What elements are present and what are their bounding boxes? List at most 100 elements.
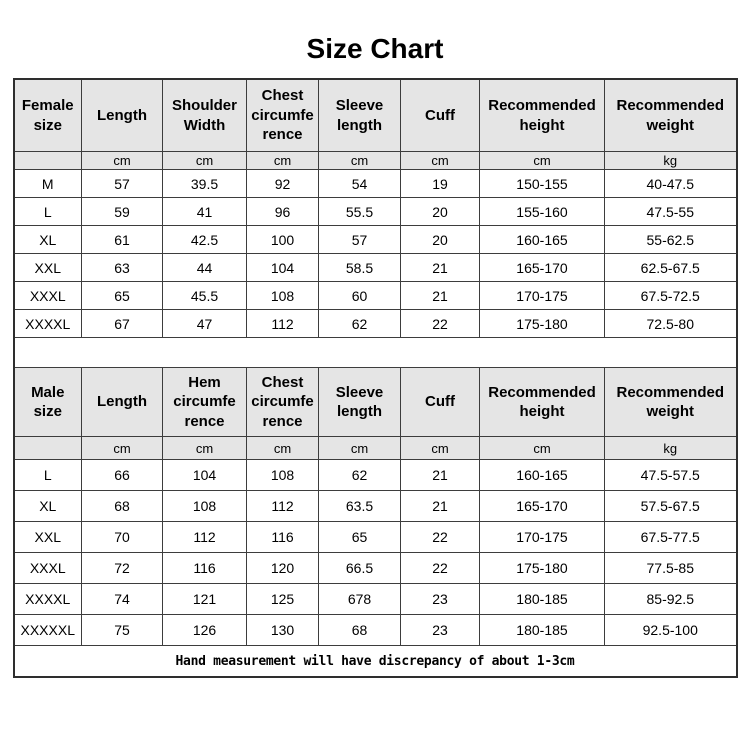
size-label-cell: XXXL	[13, 281, 82, 311]
measurement-cell: 22	[400, 309, 480, 339]
measurement-cell: 45.5	[162, 281, 247, 311]
measurement-cell: 180-185	[479, 583, 605, 616]
measurement-cell: 22	[400, 521, 480, 554]
measurement-cell: 40-47.5	[604, 169, 737, 199]
measurement-cell: 112	[162, 521, 247, 554]
f-header-cell: Female size	[13, 78, 82, 153]
unit-cell: kg	[604, 436, 737, 461]
f-units-row: cm cm cm cm cm cm kg	[13, 151, 737, 171]
size-label-cell: L	[13, 459, 82, 492]
unit-cell: cm	[162, 436, 247, 461]
unit-cell: cm	[479, 436, 605, 461]
measurement-cell: 62	[318, 309, 401, 339]
unit-cell: cm	[400, 436, 480, 461]
unit-cell: cm	[318, 151, 401, 171]
spacer-row	[13, 337, 737, 369]
measurement-cell: 104	[162, 459, 247, 492]
measurement-cell: 20	[400, 225, 480, 255]
measurement-cell: 21	[400, 459, 480, 492]
measurement-cell: 39.5	[162, 169, 247, 199]
page-title: Size Chart	[306, 33, 444, 64]
size-label-cell: XXXL	[13, 552, 82, 585]
measurement-cell: 21	[400, 281, 480, 311]
measurement-cell: 65	[81, 281, 163, 311]
size-chart-page: Size Chart Female size Length Shoulder Wid…	[0, 33, 750, 679]
f-header-row: Female size Length Shoulder Width Chest cir…	[13, 78, 737, 153]
measurement-cell: 100	[246, 225, 319, 255]
measurement-cell: 22	[400, 552, 480, 585]
m-header-cell: Hem circumfe rence	[162, 367, 247, 438]
measurement-note: Hand measurement will have discrepancy o…	[13, 645, 737, 678]
measurement-cell: 96	[246, 197, 319, 227]
f-header-cell: Sleeve length	[318, 78, 401, 153]
measurement-cell: 108	[246, 281, 319, 311]
size-label-cell: XL	[13, 490, 82, 523]
measurement-cell: 116	[246, 521, 319, 554]
m-data-row: XXXXL 74 121 125 678 23 180-185 85-92.5	[13, 583, 737, 616]
size-label-cell: L	[13, 197, 82, 227]
f-data-row: XL 61 42.5 100 57 20 160-165 55-62.5	[13, 225, 737, 255]
measurement-cell: 23	[400, 583, 480, 616]
measurement-cell: 150-155	[479, 169, 605, 199]
f-data-row: XXXXL 67 47 112 62 22 175-180 72.5-80	[13, 309, 737, 339]
measurement-cell: 66	[81, 459, 163, 492]
measurement-cell: 44	[162, 253, 247, 283]
m-header-cell: Length	[81, 367, 163, 438]
measurement-cell: 165-170	[479, 490, 605, 523]
unit-cell	[13, 436, 82, 461]
measurement-cell: 77.5-85	[604, 552, 737, 585]
unit-cell: cm	[81, 151, 163, 171]
measurement-cell: 108	[162, 490, 247, 523]
f-header-cell: Chest circumfe rence	[246, 78, 319, 153]
measurement-cell: 165-170	[479, 253, 605, 283]
size-chart-table: Female size Length Shoulder Width Chest cir…	[12, 78, 738, 679]
measurement-cell: 23	[400, 614, 480, 647]
m-data-row: XL 68 108 112 63.5 21 165-170 57.5-67.5	[13, 490, 737, 523]
measurement-cell: 74	[81, 583, 163, 616]
measurement-cell: 62.5-67.5	[604, 253, 737, 283]
measurement-cell: 55.5	[318, 197, 401, 227]
m-header-cell: Recommended weight	[604, 367, 737, 438]
measurement-cell: 67.5-77.5	[604, 521, 737, 554]
measurement-cell: 59	[81, 197, 163, 227]
measurement-cell: 47.5-55	[604, 197, 737, 227]
measurement-cell: 63	[81, 253, 163, 283]
measurement-cell: 180-185	[479, 614, 605, 647]
f-header-cell: Recommended height	[479, 78, 605, 153]
measurement-cell: 108	[246, 459, 319, 492]
unit-cell: cm	[246, 151, 319, 171]
measurement-cell: 170-175	[479, 521, 605, 554]
size-label-cell: XXXXXL	[13, 614, 82, 647]
size-label-cell: XXXXL	[13, 583, 82, 616]
m-header-row: Male size Length Hem circumfe rence Chest c…	[13, 367, 737, 438]
measurement-cell: 126	[162, 614, 247, 647]
m-data-row: L 66 104 108 62 21 160-165 47.5-57.5	[13, 459, 737, 492]
m-data-row: XXXL 72 116 120 66.5 22 175-180 77.5-85	[13, 552, 737, 585]
measurement-cell: 54	[318, 169, 401, 199]
size-chart-table-body: Female size Length Shoulder Width Chest cir…	[13, 78, 737, 678]
measurement-cell: 175-180	[479, 552, 605, 585]
measurement-cell: 57	[81, 169, 163, 199]
measurement-cell: 68	[81, 490, 163, 523]
m-header-cell: Sleeve length	[318, 367, 401, 438]
measurement-cell: 60	[318, 281, 401, 311]
f-data-row: XXL 63 44 104 58.5 21 165-170 62.5-67.5	[13, 253, 737, 283]
measurement-cell: 65	[318, 521, 401, 554]
measurement-cell: 58.5	[318, 253, 401, 283]
unit-cell: kg	[604, 151, 737, 171]
measurement-cell: 130	[246, 614, 319, 647]
measurement-cell: 61	[81, 225, 163, 255]
size-label-cell: XXXXL	[13, 309, 82, 339]
unit-cell	[13, 151, 82, 171]
f-data-row: L 59 41 96 55.5 20 155-160 47.5-55	[13, 197, 737, 227]
measurement-note-row: Hand measurement will have discrepancy o…	[13, 645, 737, 678]
measurement-cell: 68	[318, 614, 401, 647]
unit-cell: cm	[246, 436, 319, 461]
measurement-cell: 66.5	[318, 552, 401, 585]
m-header-cell: Male size	[13, 367, 82, 438]
f-data-row: M 57 39.5 92 54 19 150-155 40-47.5	[13, 169, 737, 199]
size-label-cell: XL	[13, 225, 82, 255]
measurement-cell: 104	[246, 253, 319, 283]
measurement-cell: 47.5-57.5	[604, 459, 737, 492]
measurement-cell: 21	[400, 490, 480, 523]
